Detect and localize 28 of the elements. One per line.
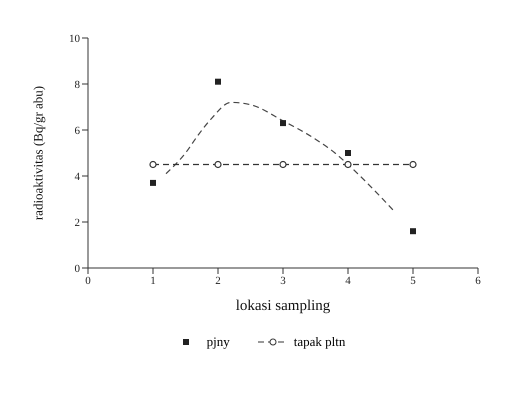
y-tick-label: 10 — [69, 32, 80, 45]
point — [344, 160, 352, 168]
y-tick-label: 8 — [74, 78, 80, 91]
point — [409, 160, 417, 168]
x-tick-label: 2 — [215, 274, 221, 287]
point — [345, 150, 351, 156]
y-tick-label: 4 — [74, 170, 80, 183]
point — [150, 180, 156, 186]
x-tick-label: 3 — [280, 274, 286, 287]
legend-label: pjny — [206, 334, 230, 350]
point — [149, 160, 157, 168]
point — [214, 160, 222, 168]
point — [280, 120, 286, 126]
x-tick-label: 5 — [410, 274, 416, 287]
line-series — [165, 102, 394, 212]
legend-label: tapak pltn — [294, 334, 346, 350]
x-tick-label: 0 — [85, 274, 92, 287]
x-tick-label: 4 — [345, 274, 352, 287]
y-tick-label: 6 — [74, 124, 80, 137]
x-tick-label: 1 — [150, 274, 156, 287]
x-tick-label: 6 — [475, 274, 482, 287]
y-tick-label: 2 — [74, 216, 80, 229]
y-tick-label: 0 — [74, 262, 80, 275]
point — [279, 160, 287, 168]
y-axis-title: radioaktivitas (Bq/gr abu) — [30, 86, 46, 220]
point — [410, 228, 416, 234]
x-axis-title: lokasi sampling — [236, 298, 331, 314]
point — [215, 78, 221, 85]
